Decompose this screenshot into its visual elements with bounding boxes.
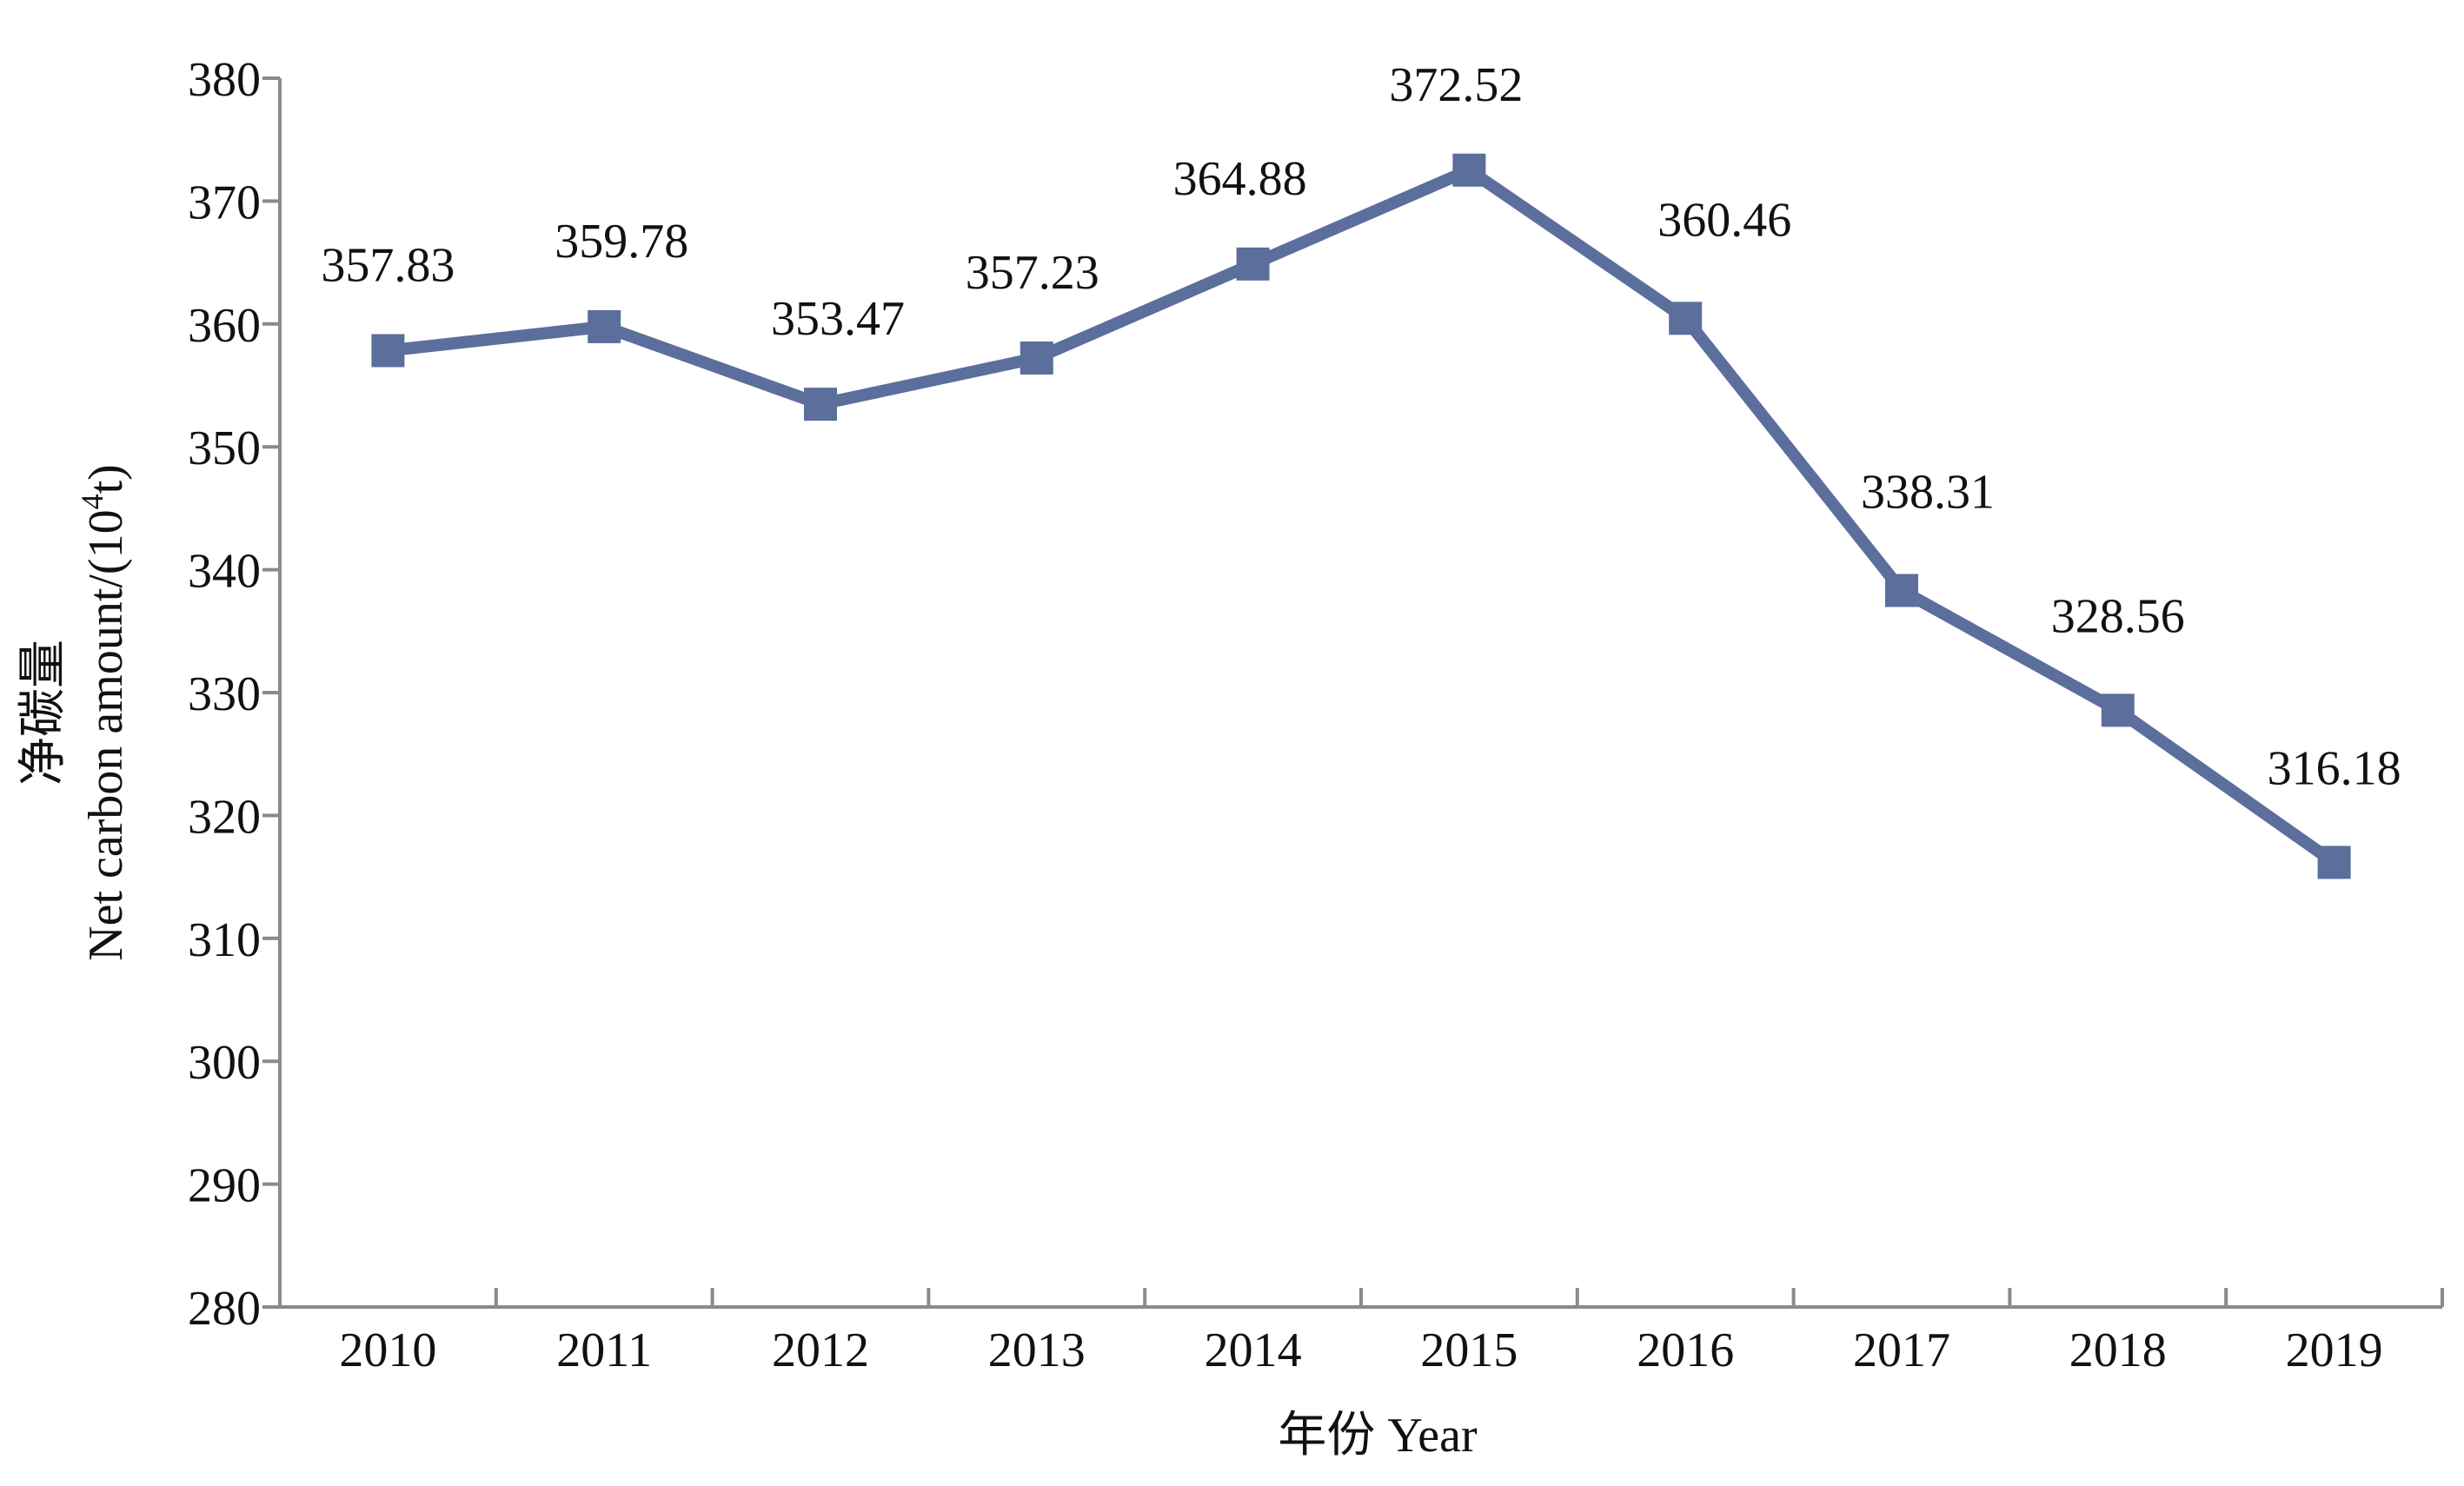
- data-point-marker: [1019, 341, 1053, 375]
- y-tick-label: 370: [188, 176, 261, 229]
- data-point-marker: [588, 309, 621, 343]
- y-axis-title-superscript: 4: [75, 494, 110, 509]
- y-tick-labels: 280 290 300 310 320 330 340 350 360 370 380: [188, 53, 261, 1336]
- y-axis-title-en: Net carbon amount/(10: [79, 509, 133, 960]
- x-tick-label: 2013: [988, 1323, 1086, 1377]
- x-axis-title: 年份 Year: [1278, 1409, 1478, 1463]
- data-label: 316.18: [2268, 741, 2401, 795]
- y-tick-label: 320: [188, 790, 261, 844]
- x-tick-label: 2010: [339, 1323, 436, 1377]
- series-line-layer: [371, 153, 2351, 879]
- y-tick-label: 310: [188, 913, 261, 967]
- y-tick-label: 350: [188, 421, 261, 475]
- axes: [262, 76, 2444, 1309]
- x-tick-label: 2019: [2286, 1323, 2383, 1377]
- y-tick-label: 380: [188, 53, 261, 107]
- data-label: 338.31: [1861, 465, 1995, 519]
- data-label: 353.47: [771, 292, 905, 346]
- y-tick-label: 300: [188, 1036, 261, 1090]
- data-labels: 357.83 359.78 353.47 357.23 364.88 372.52 360.…: [321, 58, 2401, 796]
- data-point-marker: [1885, 574, 1918, 607]
- data-label: 357.83: [321, 238, 455, 292]
- data-label: 359.78: [555, 215, 688, 269]
- x-tick-labels: 2010 2011 2012 2013 2014 2015 2016 2017 2018 2019: [339, 1323, 2382, 1377]
- data-point-marker: [2317, 846, 2351, 879]
- data-label: 360.46: [1657, 193, 1791, 247]
- y-tick-label: 330: [188, 667, 261, 721]
- x-tick-label: 2012: [772, 1323, 869, 1377]
- data-point-marker: [804, 388, 837, 421]
- data-label: 364.88: [1173, 152, 1307, 206]
- data-point-marker: [1236, 247, 1270, 281]
- x-tick-label: 2017: [1853, 1323, 1950, 1377]
- y-tick-label: 360: [188, 299, 261, 353]
- y-tick-label: 340: [188, 545, 261, 599]
- data-point-marker: [1669, 302, 1703, 335]
- y-tick-label: 290: [188, 1159, 261, 1213]
- y-axis-title-cn: 净碳量: [15, 640, 71, 786]
- data-point-marker: [371, 334, 405, 368]
- y-tick-label: 280: [188, 1282, 261, 1336]
- data-label: 372.52: [1389, 58, 1523, 112]
- data-point-marker: [2101, 693, 2135, 727]
- x-tick-label: 2014: [1205, 1323, 1302, 1377]
- x-tick-label: 2016: [1637, 1323, 1734, 1377]
- data-label: 328.56: [2051, 589, 2185, 643]
- y-axis-title: 净碳量 Net carbon amount/(104t): [15, 464, 133, 961]
- series-line: [387, 163, 2338, 868]
- data-label: 357.23: [966, 246, 1099, 300]
- x-tick-label: 2011: [556, 1323, 652, 1377]
- data-point-marker: [1452, 153, 1486, 187]
- y-axis-title-end: t): [79, 464, 133, 494]
- x-tick-label: 2015: [1420, 1323, 1518, 1377]
- x-tick-label: 2018: [2069, 1323, 2167, 1377]
